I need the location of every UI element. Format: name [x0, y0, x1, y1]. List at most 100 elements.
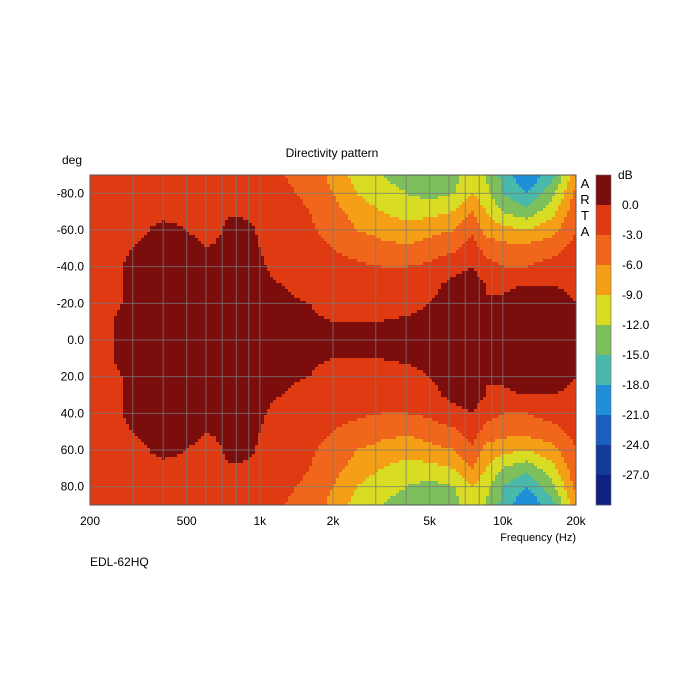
- heatmap-cell: [459, 187, 463, 191]
- heatmap-cell: [180, 223, 184, 227]
- heatmap-cell: [432, 178, 436, 182]
- heatmap-cell: [486, 220, 490, 224]
- heatmap-cell: [216, 262, 220, 266]
- heatmap-cell: [174, 190, 178, 194]
- heatmap-cell: [156, 175, 160, 179]
- heatmap-cell: [444, 217, 448, 221]
- heatmap-cell: [186, 181, 190, 185]
- heatmap-cell: [192, 232, 196, 236]
- heatmap-cell: [357, 241, 361, 245]
- heatmap-cell: [492, 253, 496, 257]
- heatmap-cell: [405, 196, 409, 200]
- heatmap-cell: [522, 220, 526, 224]
- heatmap-cell: [186, 250, 190, 254]
- heatmap-cell: [414, 223, 418, 227]
- heatmap-cell: [225, 247, 229, 251]
- heatmap-cell: [309, 247, 313, 251]
- heatmap-cell: [153, 193, 157, 197]
- heatmap-cell: [174, 211, 178, 215]
- heatmap-cell: [537, 175, 541, 179]
- heatmap-cell: [141, 247, 145, 251]
- heatmap-cell: [393, 205, 397, 209]
- heatmap-cell: [270, 256, 274, 260]
- heatmap-cell: [195, 208, 199, 212]
- heatmap-cell: [384, 241, 388, 245]
- heatmap-cell: [342, 247, 346, 251]
- heatmap-cell: [102, 232, 106, 236]
- heatmap-cell: [552, 187, 556, 191]
- heatmap-cell: [183, 247, 187, 251]
- heatmap-cell: [345, 220, 349, 224]
- heatmap-cell: [456, 250, 460, 254]
- heatmap-cell: [534, 259, 538, 263]
- heatmap-cell: [435, 187, 439, 191]
- heatmap-cell: [450, 247, 454, 251]
- heatmap-cell: [435, 226, 439, 230]
- heatmap-cell: [441, 211, 445, 215]
- heatmap-cell: [297, 190, 301, 194]
- heatmap-cell: [147, 238, 151, 242]
- heatmap-cell: [459, 184, 463, 188]
- heatmap-cell: [348, 250, 352, 254]
- heatmap-cell: [405, 250, 409, 254]
- heatmap-cell: [372, 235, 376, 239]
- heatmap-cell: [174, 196, 178, 200]
- heatmap-cell: [360, 208, 364, 212]
- heatmap-cell: [504, 253, 508, 257]
- heatmap-cell: [351, 262, 355, 266]
- heatmap-cell: [504, 235, 508, 239]
- heatmap-cell: [543, 262, 547, 266]
- heatmap-cell: [426, 199, 430, 203]
- heatmap-cell: [132, 232, 136, 236]
- heatmap-cell: [441, 256, 445, 260]
- heatmap-cell: [276, 202, 280, 206]
- heatmap-cell: [522, 181, 526, 185]
- heatmap-cell: [288, 226, 292, 230]
- heatmap-cell: [513, 217, 517, 221]
- heatmap-cell: [138, 181, 142, 185]
- heatmap-cell: [474, 253, 478, 257]
- heatmap-cell: [192, 253, 196, 257]
- heatmap-cell: [270, 253, 274, 257]
- heatmap-cell: [381, 175, 385, 179]
- heatmap-cell: [168, 262, 172, 266]
- heatmap-cell: [525, 238, 529, 242]
- heatmap-cell: [99, 193, 103, 197]
- heatmap-cell: [90, 235, 94, 239]
- heatmap-cell: [357, 262, 361, 266]
- heatmap-cell: [327, 223, 331, 227]
- heatmap-cell: [306, 235, 310, 239]
- heatmap-cell: [153, 190, 157, 194]
- heatmap-cell: [177, 199, 181, 203]
- heatmap-cell: [186, 256, 190, 260]
- heatmap-cell: [552, 184, 556, 188]
- heatmap-cell: [519, 235, 523, 239]
- heatmap-cell: [225, 184, 229, 188]
- heatmap-cell: [483, 229, 487, 233]
- heatmap-cell: [231, 250, 235, 254]
- heatmap-cell: [252, 190, 256, 194]
- heatmap-cell: [555, 217, 559, 221]
- heatmap-cell: [135, 238, 139, 242]
- heatmap-cell: [246, 211, 250, 215]
- heatmap-cell: [375, 199, 379, 203]
- heatmap-cell: [276, 199, 280, 203]
- heatmap-cell: [441, 235, 445, 239]
- heatmap-cell: [564, 178, 568, 182]
- heatmap-cell: [558, 229, 562, 233]
- heatmap-cell: [435, 223, 439, 227]
- heatmap-cell: [318, 244, 322, 248]
- heatmap-cell: [276, 208, 280, 212]
- heatmap-cell: [201, 211, 205, 215]
- heatmap-cell: [141, 208, 145, 212]
- heatmap-cell: [459, 226, 463, 230]
- heatmap-cell: [567, 208, 571, 212]
- heatmap-cell: [90, 208, 94, 212]
- heatmap-cell: [378, 247, 382, 251]
- heatmap-cell: [450, 229, 454, 233]
- heatmap-cell: [213, 247, 217, 251]
- heatmap-cell: [135, 241, 139, 245]
- heatmap-cell: [156, 181, 160, 185]
- heatmap-cell: [510, 199, 514, 203]
- heatmap-cell: [111, 178, 115, 182]
